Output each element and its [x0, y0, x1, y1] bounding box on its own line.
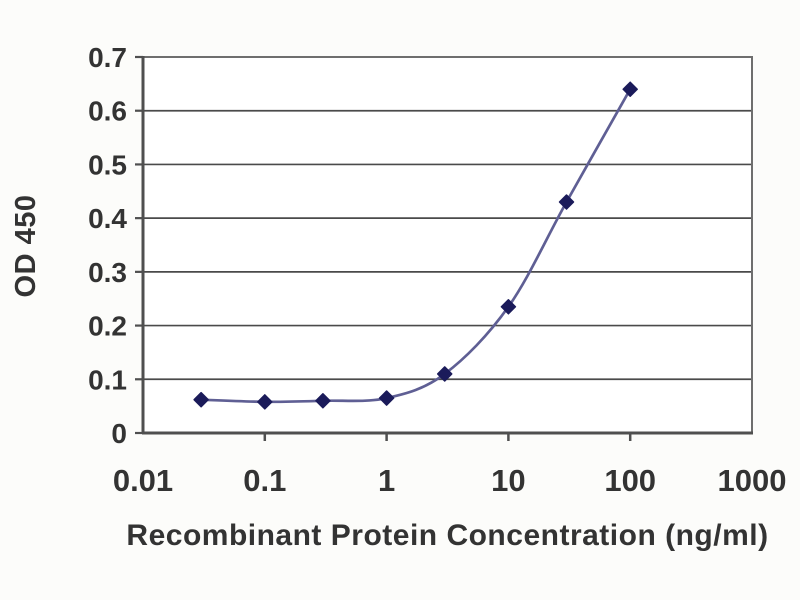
- y-tick-label: 0.3: [88, 257, 127, 288]
- y-axis-title: OD 450: [10, 194, 42, 298]
- data-point-marker: [622, 81, 638, 97]
- data-point-marker: [378, 390, 395, 406]
- data-point-marker: [436, 366, 453, 382]
- x-tick-label: 100: [604, 463, 656, 498]
- y-tick-label: 0.7: [88, 42, 127, 73]
- y-tick-label: 0: [111, 418, 127, 449]
- data-point-marker: [193, 391, 209, 408]
- x-tick-label: 1: [378, 463, 395, 498]
- data-point-marker: [500, 299, 517, 315]
- data-point-marker: [315, 393, 331, 409]
- x-tick-label: 0.01: [113, 463, 173, 498]
- y-tick-label: 0.6: [88, 96, 127, 127]
- y-tick-label: 0.1: [88, 364, 127, 395]
- y-tick-label: 0.2: [88, 311, 127, 342]
- data-point-marker: [257, 394, 273, 410]
- y-tick-label: 0.5: [88, 149, 127, 180]
- x-axis-title: Recombinant Protein Concentration (ng/ml…: [126, 519, 769, 552]
- x-tick-label: 0.1: [243, 463, 286, 498]
- x-tick-label: 1000: [718, 463, 787, 498]
- data-point-marker: [558, 194, 575, 210]
- y-tick-label: 0.4: [88, 203, 127, 234]
- x-tick-label: 10: [491, 463, 525, 498]
